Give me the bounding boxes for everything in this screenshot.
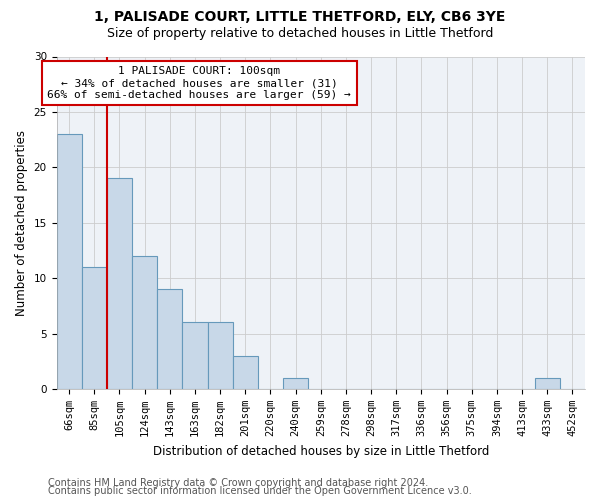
Text: Contains public sector information licensed under the Open Government Licence v3: Contains public sector information licen… [48, 486, 472, 496]
X-axis label: Distribution of detached houses by size in Little Thetford: Distribution of detached houses by size … [152, 444, 489, 458]
Bar [208, 322, 233, 389]
Text: 1 PALISADE COURT: 100sqm
← 34% of detached houses are smaller (31)
66% of semi-d: 1 PALISADE COURT: 100sqm ← 34% of detach… [47, 66, 351, 100]
Bar [182, 322, 208, 389]
Bar [283, 378, 308, 389]
Text: Contains HM Land Registry data © Crown copyright and database right 2024.: Contains HM Land Registry data © Crown c… [48, 478, 428, 488]
Text: 1, PALISADE COURT, LITTLE THETFORD, ELY, CB6 3YE: 1, PALISADE COURT, LITTLE THETFORD, ELY,… [94, 10, 506, 24]
Bar [535, 378, 560, 389]
Bar [233, 356, 258, 389]
Bar [157, 289, 182, 389]
Bar [132, 256, 157, 389]
Bar [107, 178, 132, 389]
Text: Size of property relative to detached houses in Little Thetford: Size of property relative to detached ho… [107, 28, 493, 40]
Bar [82, 267, 107, 389]
Y-axis label: Number of detached properties: Number of detached properties [15, 130, 28, 316]
Bar [56, 134, 82, 389]
